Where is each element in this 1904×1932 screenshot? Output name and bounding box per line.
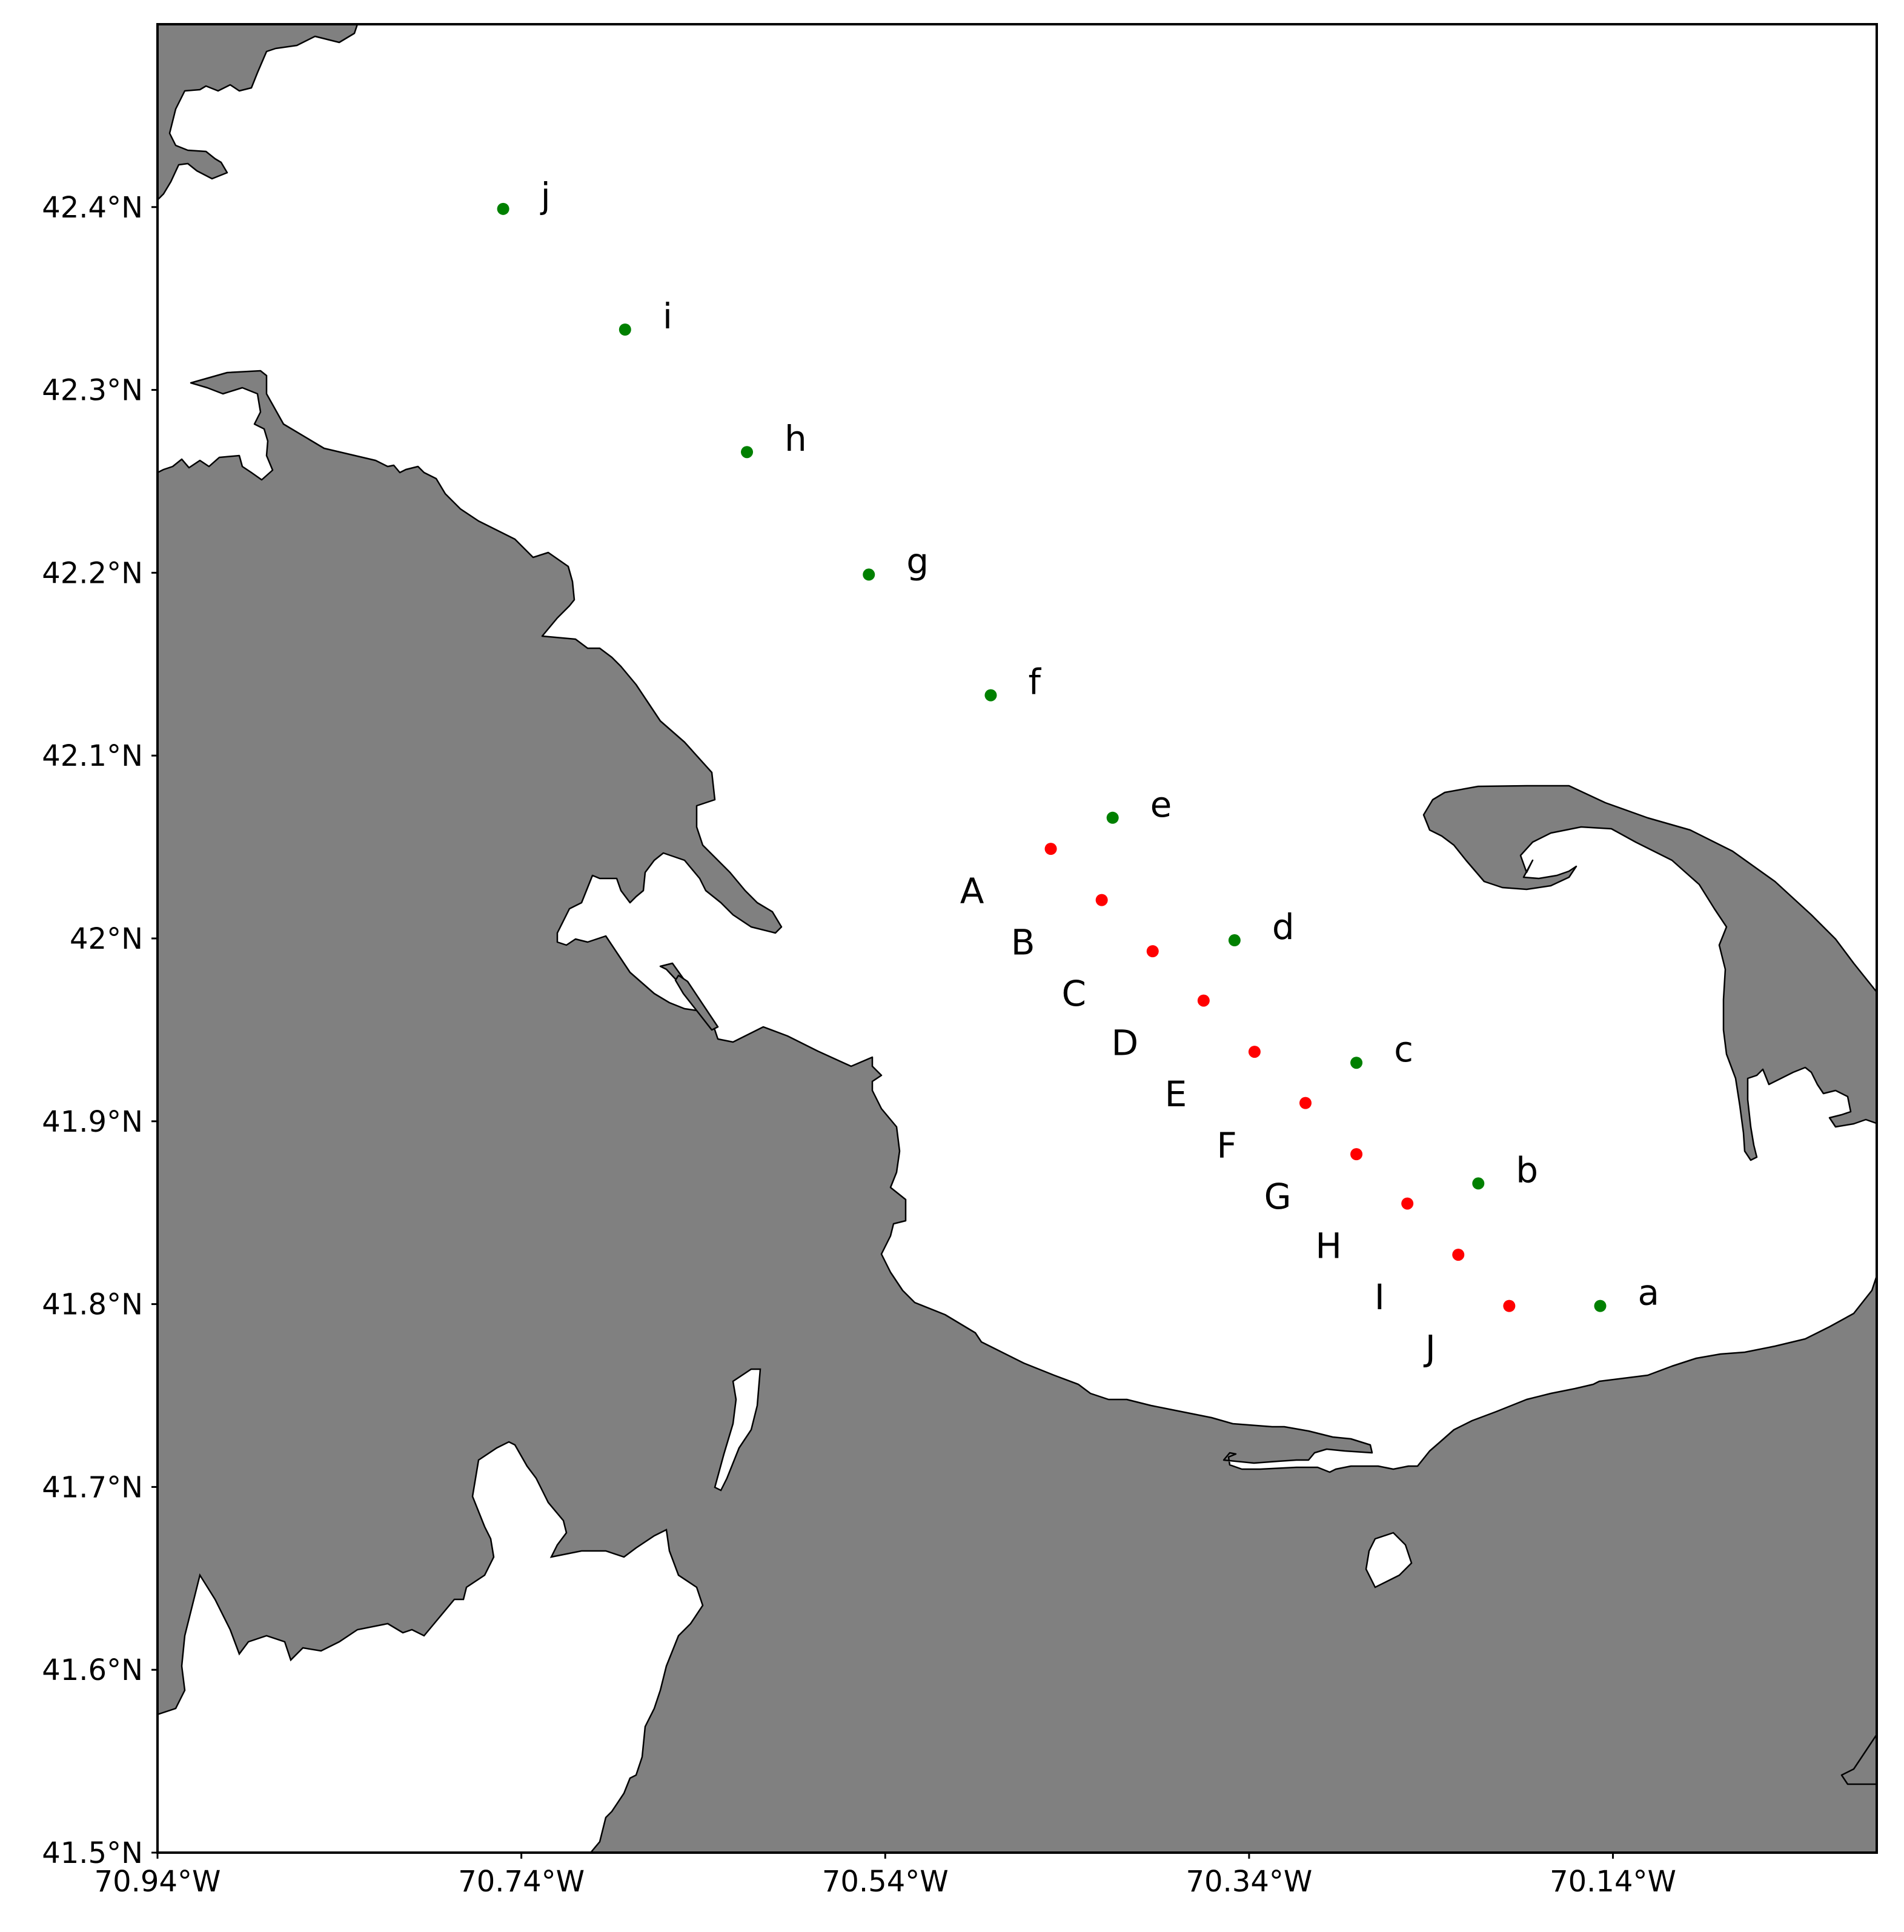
station-label-red: I xyxy=(1375,1276,1385,1318)
y-tick-label: 41.6°N xyxy=(42,1653,143,1687)
station-label-green: d xyxy=(1272,906,1295,948)
station-label-green: j xyxy=(540,175,551,216)
station-point-green-i[interactable] xyxy=(619,324,631,336)
station-point-green-d[interactable] xyxy=(1228,934,1241,947)
station-point-red-G[interactable] xyxy=(1350,1148,1363,1161)
station-point-red-C[interactable] xyxy=(1146,945,1159,958)
station-label-red: C xyxy=(1061,973,1086,1014)
station-point-red-A[interactable] xyxy=(1044,843,1057,855)
x-tick-label: 70.74°W xyxy=(458,1865,585,1899)
station-label-red: G xyxy=(1264,1176,1292,1217)
y-tick-label: 42.2°N xyxy=(42,556,143,590)
station-label-green: g xyxy=(906,540,929,582)
y-tick-label: 42.3°N xyxy=(42,374,143,408)
station-label-green: a xyxy=(1638,1272,1660,1313)
station-label-red: F xyxy=(1216,1125,1236,1166)
station-point-green-g[interactable] xyxy=(863,568,875,581)
coastline-land xyxy=(158,24,1877,1853)
land-nantasket xyxy=(674,974,719,1031)
x-tick-label: 70.14°W xyxy=(1550,1865,1676,1899)
station-label-green: i xyxy=(663,296,672,337)
station-label-red: J xyxy=(1424,1328,1436,1369)
water-inlet xyxy=(714,1368,761,1492)
land-southeast-corner xyxy=(1840,1733,1877,1785)
station-point-green-c[interactable] xyxy=(1350,1057,1363,1069)
station-label-green: c xyxy=(1394,1029,1413,1070)
axis-ticks: 70.94°W 70.74°W 70.54°W 70.34°W 70.14°W 42.4°… xyxy=(42,191,1676,1899)
y-tick-label: 42°N xyxy=(70,922,143,956)
y-tick-label: 41.5°N xyxy=(42,1836,143,1870)
station-point-green-f[interactable] xyxy=(984,689,997,702)
station-label-red: D xyxy=(1111,1023,1138,1064)
x-tick-label: 70.54°W xyxy=(822,1865,949,1899)
y-tick-label: 41.8°N xyxy=(42,1288,143,1322)
station-point-green-h[interactable] xyxy=(741,446,754,459)
land-outer-cape xyxy=(1422,785,1877,1161)
station-label-red: H xyxy=(1315,1226,1342,1267)
station-point-green-a[interactable] xyxy=(1594,1300,1607,1312)
station-point-red-F[interactable] xyxy=(1299,1097,1312,1109)
station-label-green: e xyxy=(1150,784,1172,825)
y-tick-label: 41.7°N xyxy=(42,1470,143,1504)
station-point-green-j[interactable] xyxy=(497,202,509,215)
station-label-green: b xyxy=(1516,1149,1538,1190)
station-point-red-D[interactable] xyxy=(1197,994,1210,1007)
station-point-red-H[interactable] xyxy=(1401,1197,1414,1210)
land-north-shore xyxy=(158,24,359,201)
station-point-red-E[interactable] xyxy=(1248,1046,1261,1058)
station-point-red-B[interactable] xyxy=(1095,894,1108,906)
station-point-red-J[interactable] xyxy=(1503,1300,1516,1312)
station-point-red-I[interactable] xyxy=(1452,1249,1465,1261)
station-label-red: E xyxy=(1165,1074,1187,1115)
x-tick-label: 70.34°W xyxy=(1186,1865,1312,1899)
station-label-green: f xyxy=(1028,662,1041,703)
y-tick-label: 42.1°N xyxy=(42,739,143,773)
y-tick-label: 41.9°N xyxy=(42,1105,143,1139)
station-point-green-e[interactable] xyxy=(1106,811,1119,824)
station-label-green: h xyxy=(784,418,807,459)
water-buzzards-bay xyxy=(158,1441,704,1853)
station-label-red: B xyxy=(1011,922,1035,963)
station-point-green-b[interactable] xyxy=(1472,1177,1485,1190)
water-inlet-2 xyxy=(1365,1532,1413,1588)
x-tick-label: 70.94°W xyxy=(95,1865,221,1899)
y-tick-label: 42.4°N xyxy=(42,191,143,225)
station-label-red: A xyxy=(960,871,984,912)
